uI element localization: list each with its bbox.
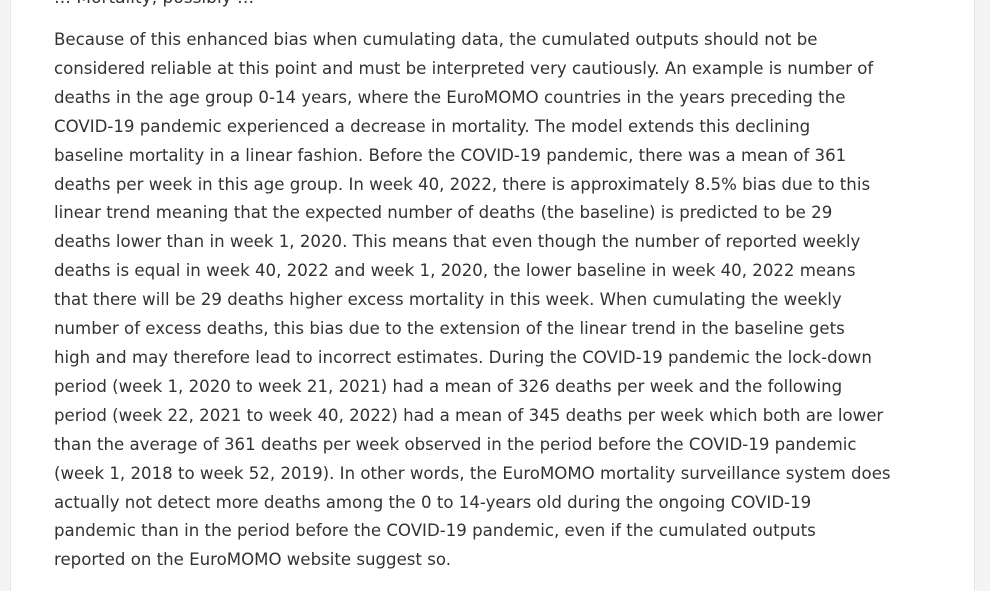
paragraph-line: Because of this enhanced bias when cumul… [54,30,818,49]
paragraph-line: that there will be 29 deaths higher exce… [54,290,842,310]
paragraph-line: period (week 1, 2020 to week 21, 2021) h… [54,376,843,396]
article-page: … Mortality, possibly … Because of this … [10,0,975,591]
paragraph-line: reported on the EuroMOMO website suggest… [54,550,451,570]
paragraph-line: deaths per week in this age group. In we… [54,174,871,194]
paragraph-line: considered reliable at this point and mu… [54,58,874,78]
paragraph-line: linear trend meaning that the expected n… [54,203,833,223]
paragraph-line: actually not detect more deaths among th… [54,492,812,512]
paragraph-line: deaths is equal in week 40, 2022 and wee… [54,261,856,281]
cropped-previous-line: … Mortality, possibly … [54,0,254,8]
paragraph-line: (week 1, 2018 to week 52, 2019). In othe… [54,463,891,483]
paragraph-line: high and may therefore lead to incorrect… [54,347,872,367]
article-paragraph: Because of this enhanced bias when cumul… [54,26,954,575]
paragraph-line: than the average of 361 deaths per week … [54,434,857,454]
paragraph-line: deaths in the age group 0-14 years, wher… [54,87,846,107]
paragraph-line: baseline mortality in a linear fashion. … [54,145,847,165]
paragraph-line: number of excess deaths, this bias due t… [54,319,845,339]
paragraph-line: pandemic than in the period before the C… [54,521,816,541]
paragraph-line: period (week 22, 2021 to week 40, 2022) … [54,405,884,425]
paragraph-line: deaths lower than in week 1, 2020. This … [54,232,861,252]
paragraph-line: COVID-19 pandemic experienced a decrease… [54,116,811,136]
